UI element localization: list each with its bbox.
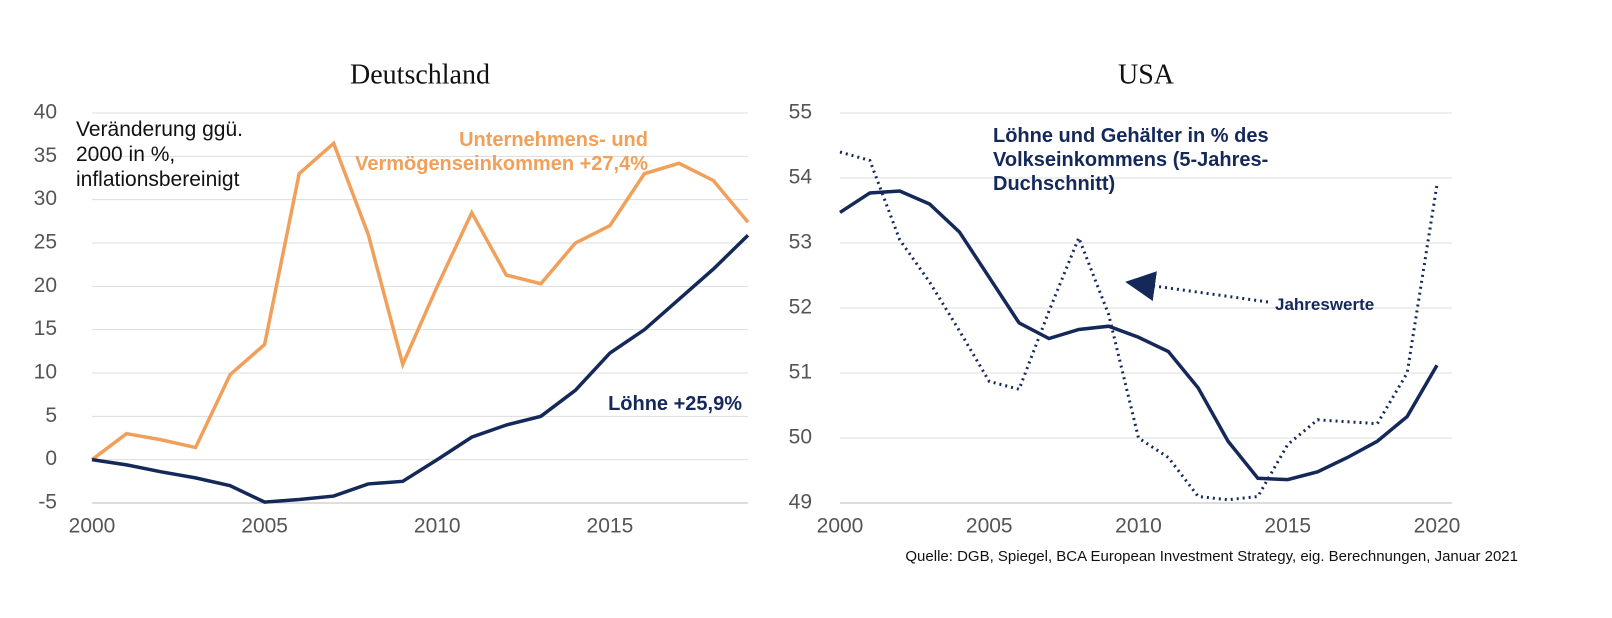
series-label: Löhne +25,9%: [608, 393, 742, 415]
y-tick-label: 20: [34, 274, 57, 297]
x-tick-label: 2020: [1414, 515, 1461, 538]
x-tick-label: 2005: [241, 515, 288, 538]
chart-title: Deutschland: [350, 59, 490, 90]
annotation: Veränderung ggü. 2000 in %, inflationsbe…: [76, 118, 243, 192]
y-tick-label: 50: [789, 426, 812, 449]
y-tick-label: 53: [789, 231, 812, 254]
y-tick-label: 40: [34, 101, 57, 124]
series-label: Jahreswerte: [1275, 295, 1375, 314]
y-tick-label: 35: [34, 144, 57, 167]
y-tick-label: 55: [789, 101, 812, 124]
y-tick-label: 30: [34, 187, 57, 210]
series-line: [90, 140, 750, 462]
x-tick-label: 2010: [1115, 515, 1162, 538]
x-tick-label: 2000: [69, 515, 116, 538]
y-tick-label: 54: [789, 166, 813, 189]
source: Quelle: DGB, Spiegel, BCA European Inves…: [905, 548, 1518, 565]
x-tick-label: 2005: [966, 515, 1013, 538]
y-tick-label: 52: [789, 296, 812, 319]
series-label: Unternehmens- und Vermögenseinkommen +27…: [355, 129, 648, 175]
series-label: Löhne und Gehälter in % des Volkseinkomm…: [993, 125, 1269, 195]
series-line: [91, 233, 750, 504]
y-tick-label: 25: [34, 231, 57, 254]
chart-title: USA: [1118, 59, 1175, 90]
x-tick-label: 2010: [414, 515, 461, 538]
y-tick-label: 51: [789, 361, 812, 384]
y-tick-label: 5: [45, 404, 57, 427]
series-line: [839, 150, 1439, 502]
y-tick-label: 15: [34, 317, 57, 340]
series-line: [839, 189, 1439, 482]
annotation-arrow: [1125, 271, 1269, 304]
y-tick-label: -5: [38, 491, 57, 514]
x-tick-label: 2015: [1264, 515, 1311, 538]
y-tick-label: 49: [789, 491, 812, 514]
y-tick-label: 0: [45, 447, 57, 470]
y-tick-label: 10: [34, 361, 57, 384]
x-tick-label: 2000: [817, 515, 864, 538]
x-tick-label: 2015: [587, 515, 634, 538]
